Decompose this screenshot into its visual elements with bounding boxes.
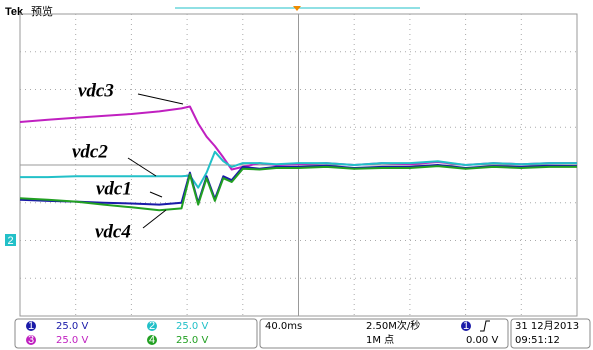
channel-id: 3 xyxy=(28,334,34,346)
trace-label: vdc1 xyxy=(96,178,132,199)
status-bar: 1 25.0 V 2 25.0 V 3 25.0 V 4 25.0 V 40.0… xyxy=(15,319,590,348)
channel-id: 1 xyxy=(28,320,34,332)
timebase: 40.0ms xyxy=(265,321,302,332)
scope-screen: Tek 预览 2 vdc3 vdc2 vdc1 vdc4 1 25.0 V 2 … xyxy=(0,0,593,350)
channel-scale: 25.0 V xyxy=(176,321,208,332)
record-length: 1M 点 xyxy=(366,334,394,346)
channel-panel xyxy=(15,319,257,348)
channel-scale: 25.0 V xyxy=(56,335,88,346)
channel-scale: 25.0 V xyxy=(56,321,88,332)
channel-id: 4 xyxy=(149,334,155,346)
ground-marker: 2 xyxy=(7,235,13,247)
trace-label: vdc4 xyxy=(95,221,131,242)
trigger-channel: 1 xyxy=(463,320,469,332)
background xyxy=(0,0,593,350)
trigger-level: 0.00 V xyxy=(466,335,498,346)
sample-rate: 2.50M次/秒 xyxy=(366,319,420,332)
brand: Tek xyxy=(5,6,24,18)
trace-label: vdc3 xyxy=(78,80,114,101)
channel-scale: 25.0 V xyxy=(176,335,208,346)
channel-id: 2 xyxy=(149,320,155,332)
trace-label: vdc2 xyxy=(72,141,108,162)
date: 31 12月2013 xyxy=(515,320,579,332)
mode: 预览 xyxy=(31,4,53,18)
time: 09:51:12 xyxy=(515,335,560,346)
